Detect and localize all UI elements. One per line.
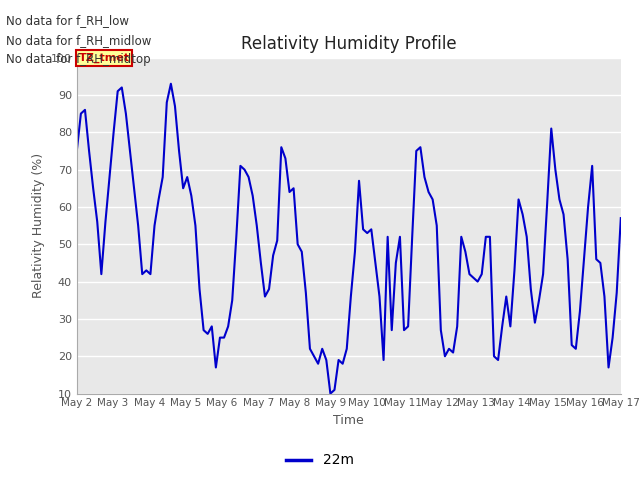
Text: No data for f_RH_low: No data for f_RH_low	[6, 14, 129, 27]
X-axis label: Time: Time	[333, 414, 364, 427]
Text: TZ_tmet: TZ_tmet	[79, 52, 130, 63]
Text: No data for f_RH_midlow: No data for f_RH_midlow	[6, 34, 152, 47]
Y-axis label: Relativity Humidity (%): Relativity Humidity (%)	[33, 153, 45, 298]
Text: No data for f_RH_midtop: No data for f_RH_midtop	[6, 53, 151, 66]
Legend: 22m: 22m	[281, 448, 359, 473]
Title: Relativity Humidity Profile: Relativity Humidity Profile	[241, 35, 456, 53]
